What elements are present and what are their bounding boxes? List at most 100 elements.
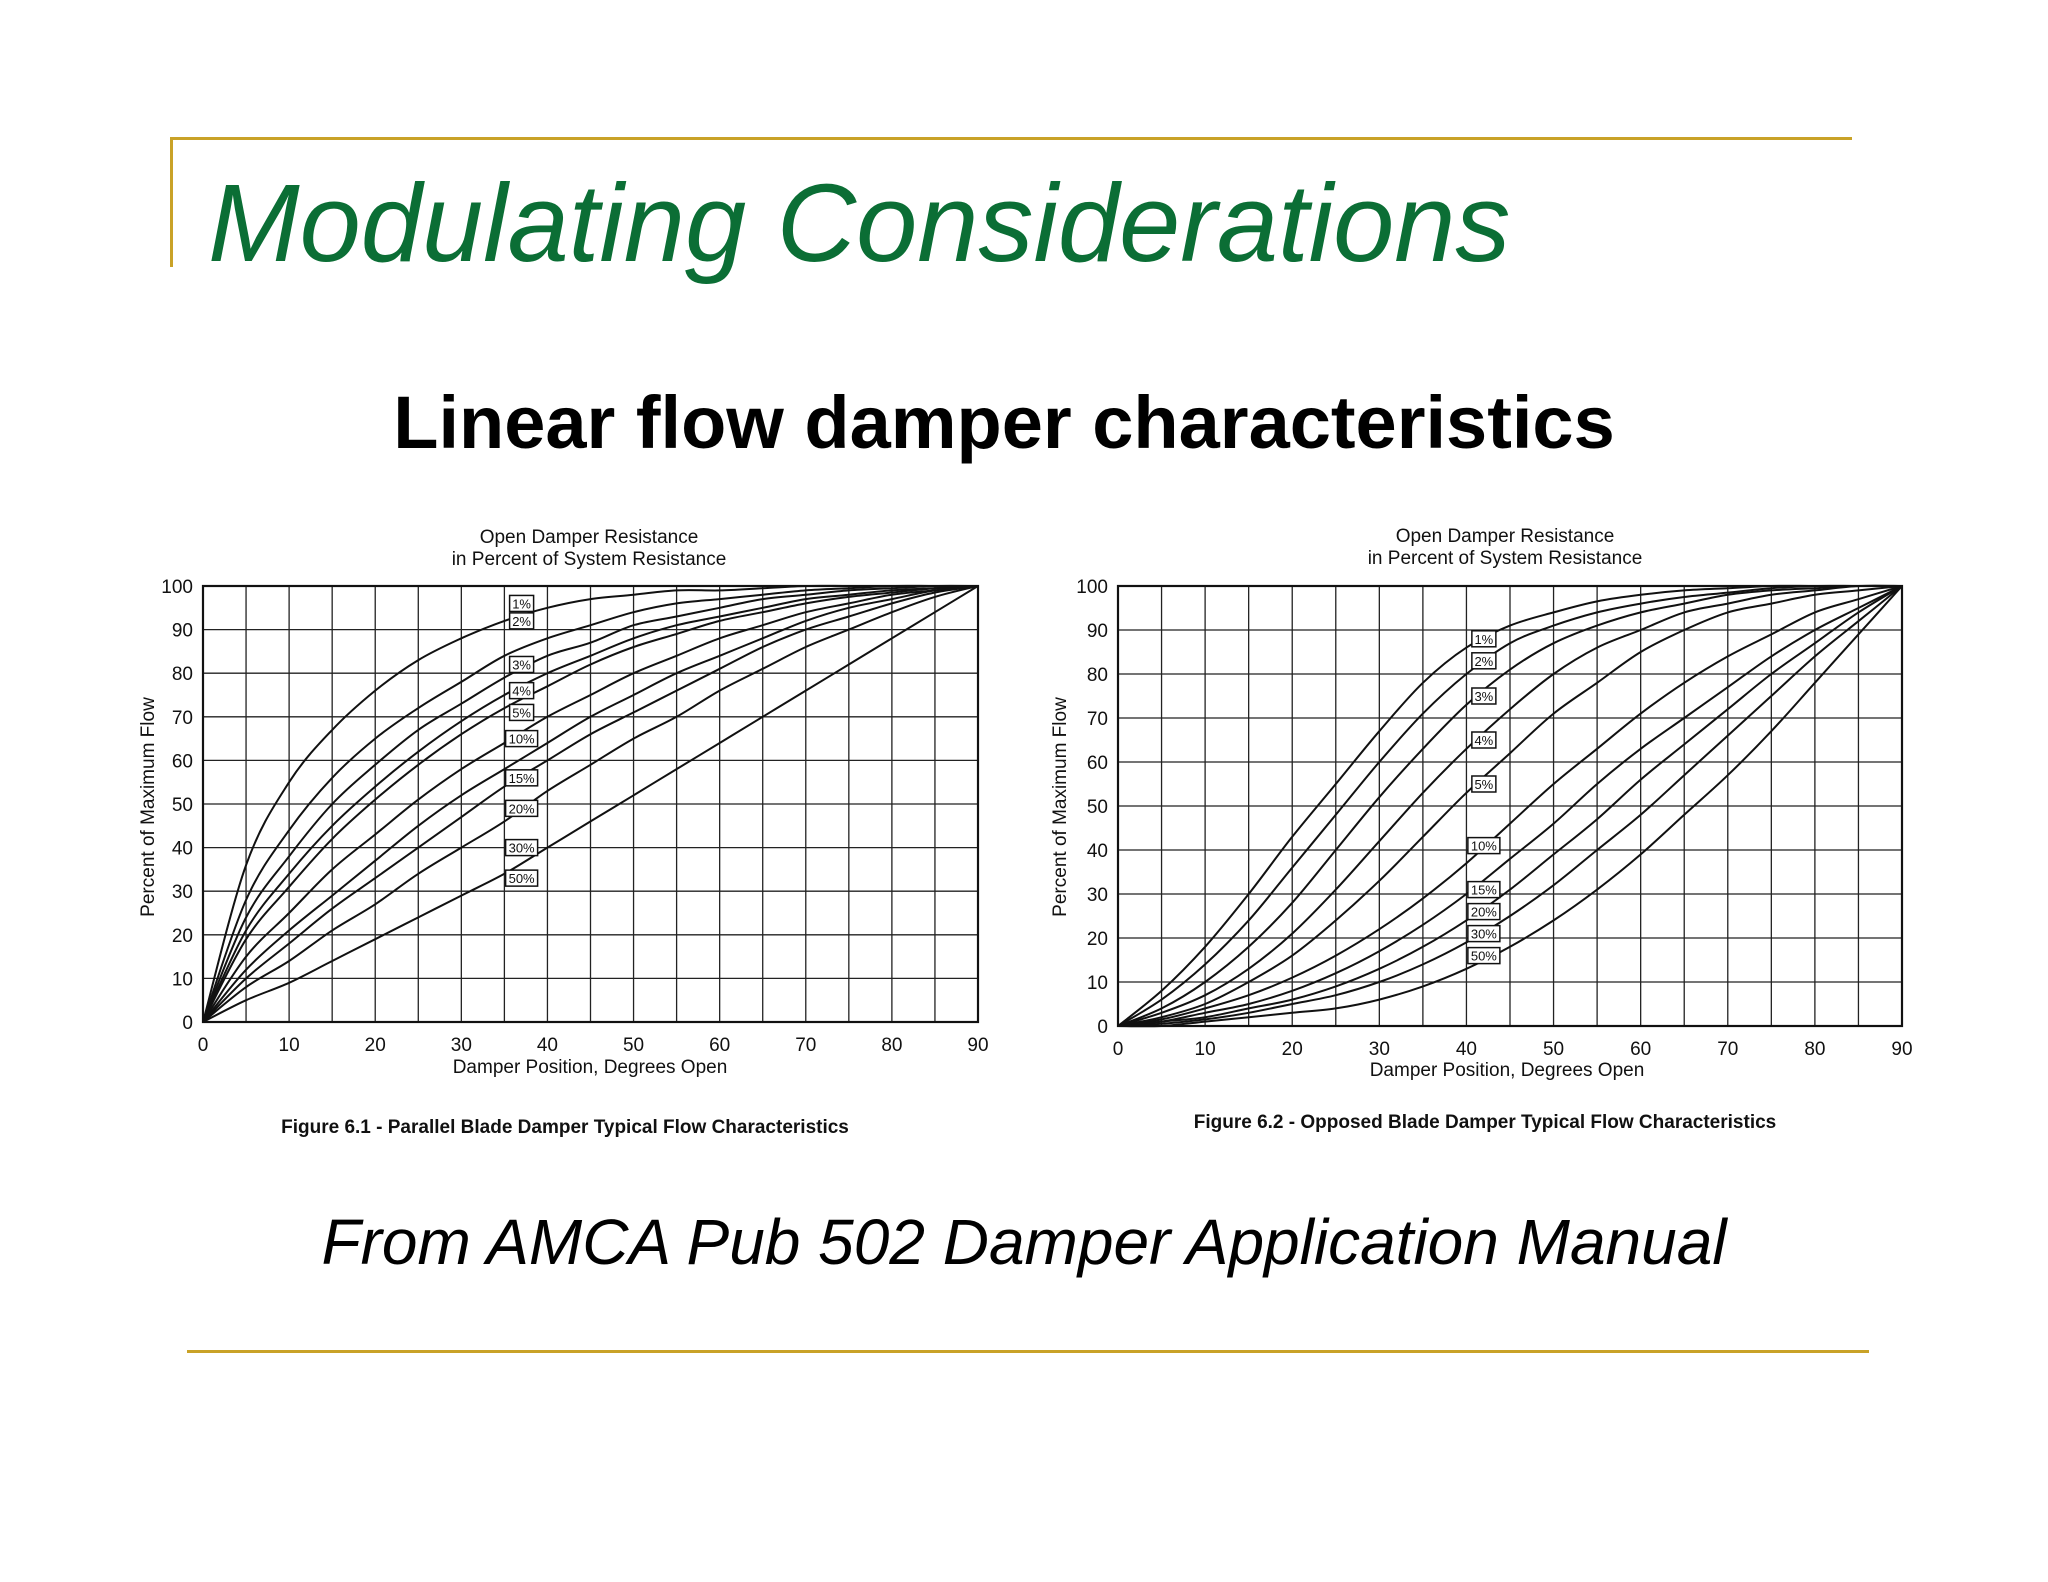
chart-1-y-tick-label: 60 <box>172 751 193 772</box>
chart-2-series-2pct-label-box <box>1471 652 1497 670</box>
chart-2-series-4pct-line <box>1117 584 1903 1027</box>
chart-2-y-tick-label: 90 <box>1087 621 1108 642</box>
chart-2-series <box>1117 584 1903 1028</box>
chart-2-x-tick-label: 60 <box>1630 1039 1651 1060</box>
chart-1-series-5pct-label: 5% <box>512 705 531 720</box>
chart-2-x-tick-label: 50 <box>1543 1039 1564 1060</box>
chart-1-series-labels: 1% 2% 3% 4% 5% 10% 15% 20% 30% 50% <box>504 594 539 887</box>
chart-1-series-4pct-line <box>202 585 979 1023</box>
chart-2-series-20pct-line <box>1117 585 1903 1027</box>
opposed-blade-chart: Open Damper Resistance in Percent of Sys… <box>1050 526 1913 1133</box>
chart-2-series-2pct-line <box>1117 584 1902 1027</box>
chart-2-y-tick-label: 60 <box>1087 753 1108 774</box>
chart-1-series-30pct-label: 30% <box>509 841 535 856</box>
parallel-blade-chart: Open Damper Resistance in Percent of Sys… <box>138 527 989 1138</box>
slide-title: Modulating Considerations <box>208 162 1511 285</box>
chart-1-grid <box>201 584 980 1024</box>
chart-2-y-tick-label: 70 <box>1087 709 1108 730</box>
chart-1-series-2pct-line <box>202 584 978 1023</box>
chart-2-series-5pct-line <box>1117 585 1903 1027</box>
chart-2-x-tick-label: 70 <box>1717 1039 1738 1060</box>
chart-1-series-15pct-line <box>202 585 979 1023</box>
chart-2-series-10pct-label-box <box>1467 836 1501 855</box>
chart-1-x-tick-label: 40 <box>537 1035 558 1056</box>
chart-1-series-5pct-label-box <box>508 703 535 722</box>
chart-1-series-1pct-line <box>202 584 978 1023</box>
chart-2-ticks: 0 10 20 30 40 50 60 70 80 90 0 10 20 30 40 50 60 70 80 90 10… <box>1076 577 1912 1060</box>
chart-2-series-1pct-line <box>1117 584 1902 1027</box>
chart-1-series-10pct-line <box>202 585 979 1023</box>
chart-2-series-50pct-line <box>1117 585 1903 1028</box>
chart-2-x-tick-label: 40 <box>1456 1039 1477 1060</box>
chart-1-caption: Figure 6.1 - Parallel Blade Damper Typic… <box>281 1117 849 1138</box>
chart-2-series-20pct-label: 20% <box>1471 905 1497 920</box>
chart-2-series-5pct-label-box <box>1471 775 1497 793</box>
chart-2-y-tick-label: 80 <box>1087 665 1108 686</box>
chart-2-series-4pct-label-box <box>1471 731 1497 749</box>
chart-2-series-1pct-label-box <box>1471 630 1497 648</box>
left-accent-line <box>170 137 173 267</box>
chart-2-series-10pct-line <box>1117 585 1903 1027</box>
chart-1-series-10pct-label-box <box>504 729 539 748</box>
chart-1-series-1pct-label-box <box>508 594 535 613</box>
chart-2-series-1pct-label: 1% <box>1474 632 1493 647</box>
chart-1-series-2pct-label: 2% <box>512 614 531 629</box>
chart-1-y-tick-label: 30 <box>172 882 193 903</box>
chart-2-title-line-1: Open Damper Resistance <box>1396 526 1615 547</box>
chart-1-series-20pct-label: 20% <box>509 801 535 816</box>
chart-1-y-tick-label: 50 <box>172 795 193 816</box>
chart-1-y-tick-label: 0 <box>182 1013 193 1034</box>
chart-2-y-tick-label: 100 <box>1076 577 1108 598</box>
chart-1-ticks: 0 10 20 30 40 50 60 70 80 90 0 10 20 30 40 50 60 70 80 90 10… <box>161 577 988 1056</box>
chart-2-x-tick-label: 20 <box>1282 1039 1303 1060</box>
chart-2-caption: Figure 6.2 - Opposed Blade Damper Typica… <box>1194 1112 1776 1133</box>
chart-2-title-line-2: in Percent of System Resistance <box>1368 548 1643 569</box>
chart-1-series-15pct-label-box <box>504 769 539 787</box>
chart-2-y-tick-label: 10 <box>1087 973 1108 994</box>
chart-1-x-tick-label: 90 <box>967 1035 988 1056</box>
chart-1-series-50pct-line <box>202 585 979 1023</box>
chart-2-series-30pct-line <box>1117 585 1903 1027</box>
chart-2-y-tick-label: 30 <box>1087 885 1108 906</box>
chart-2-series-15pct-label: 15% <box>1471 883 1497 898</box>
chart-1-series-4pct-label-box <box>508 681 535 700</box>
chart-2-y-tick-label: 20 <box>1087 929 1108 950</box>
chart-1-series-4pct-label: 4% <box>512 684 531 699</box>
chart-1-series-5pct-line <box>202 585 979 1023</box>
chart-2-series-10pct-label: 10% <box>1471 839 1497 854</box>
slide-subtitle: Linear flow damper characteristics <box>393 381 1615 464</box>
chart-2-y-tick-label: 40 <box>1087 841 1108 862</box>
chart-1-series-30pct-label-box <box>504 838 539 857</box>
chart-2-grid <box>1116 584 1904 1028</box>
chart-2-series-50pct-label: 50% <box>1471 949 1497 964</box>
chart-1-x-tick-label: 70 <box>795 1035 816 1056</box>
chart-2-series-5pct-label: 5% <box>1474 777 1493 792</box>
chart-2-x-tick-label: 10 <box>1195 1039 1216 1060</box>
chart-1-x-tick-label: 30 <box>451 1035 472 1056</box>
chart-1-title-line-2: in Percent of System Resistance <box>452 549 727 570</box>
chart-2-series-3pct-label-box <box>1471 687 1497 705</box>
chart-1-series-50pct-label-box <box>504 869 539 887</box>
chart-2-series-30pct-label-box <box>1467 924 1501 943</box>
chart-1-series-15pct-label: 15% <box>509 771 535 786</box>
chart-1-series <box>202 584 979 1023</box>
chart-1-series-3pct-line <box>202 584 979 1023</box>
chart-2-series-3pct-label: 3% <box>1474 689 1493 704</box>
chart-1-x-tick-label: 20 <box>365 1035 386 1056</box>
chart-2-series-15pct-label-box <box>1467 880 1501 899</box>
chart-2-series-20pct-label-box <box>1467 902 1501 921</box>
chart-1-y-tick-label: 40 <box>172 839 193 860</box>
top-accent-line <box>170 137 1852 140</box>
chart-2-y-tick-label: 50 <box>1087 797 1108 818</box>
chart-2-x-tick-label: 80 <box>1804 1039 1825 1060</box>
chart-2-series-3pct-line <box>1117 584 1903 1027</box>
chart-2-y-axis-label: Percent of Maximum Flow <box>1050 697 1071 917</box>
chart-1-series-2pct-label-box <box>508 612 535 630</box>
chart-1-y-axis-label: Percent of Maximum Flow <box>138 697 159 917</box>
chart-2-y-tick-label: 0 <box>1097 1017 1108 1038</box>
chart-1-series-50pct-label: 50% <box>509 871 535 886</box>
chart-1-series-1pct-label: 1% <box>512 596 531 611</box>
chart-1-y-tick-label: 70 <box>172 708 193 729</box>
chart-1-y-tick-label: 80 <box>172 664 193 685</box>
